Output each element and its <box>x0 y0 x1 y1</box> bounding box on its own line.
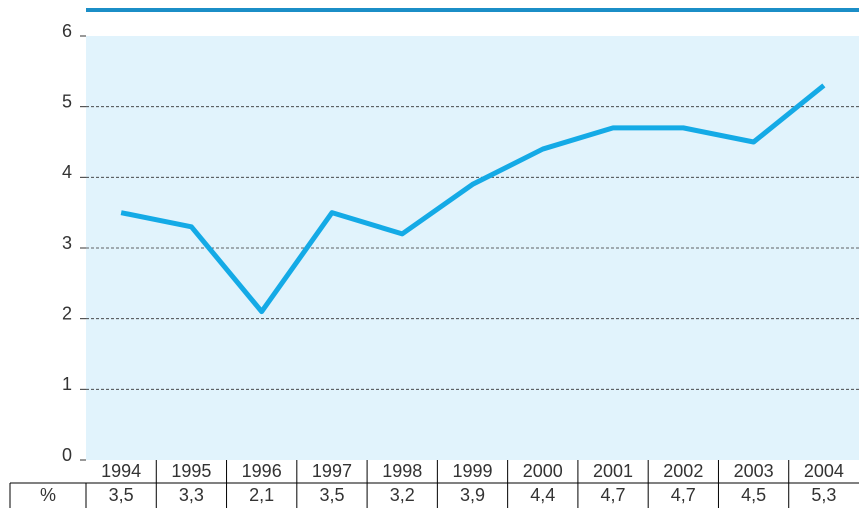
x-tick-label: 1996 <box>242 461 282 481</box>
y-tick-label: 6 <box>62 21 72 41</box>
x-tick-label: 1999 <box>452 461 492 481</box>
value-label: 4,5 <box>741 485 766 505</box>
x-tick-label: 2003 <box>734 461 774 481</box>
y-tick-label: 5 <box>62 91 72 111</box>
x-tick-label: 1994 <box>101 461 141 481</box>
x-tick-label: 2004 <box>804 461 844 481</box>
value-label: 3,3 <box>179 485 204 505</box>
x-tick-label: 1997 <box>312 461 352 481</box>
value-label: 5,3 <box>811 485 836 505</box>
x-tick-label: 1995 <box>171 461 211 481</box>
value-label: 4,7 <box>601 485 626 505</box>
x-tick-label: 2001 <box>593 461 633 481</box>
value-label: 3,5 <box>109 485 134 505</box>
value-label: 4,4 <box>530 485 555 505</box>
x-tick-label: 1998 <box>382 461 422 481</box>
value-label: 2,1 <box>249 485 274 505</box>
y-tick-label: 3 <box>62 233 72 253</box>
y-tick-label: 2 <box>62 303 72 323</box>
row-label: % <box>40 485 56 505</box>
y-tick-label: 1 <box>62 374 72 394</box>
value-label: 3,2 <box>390 485 415 505</box>
y-tick-label: 0 <box>62 445 72 465</box>
x-tick-label: 2002 <box>663 461 703 481</box>
value-label: 3,9 <box>460 485 485 505</box>
y-tick-label: 4 <box>62 162 72 182</box>
value-label: 4,7 <box>671 485 696 505</box>
value-label: 3,5 <box>319 485 344 505</box>
data-line <box>120 83 826 315</box>
x-tick-label: 2000 <box>523 461 563 481</box>
